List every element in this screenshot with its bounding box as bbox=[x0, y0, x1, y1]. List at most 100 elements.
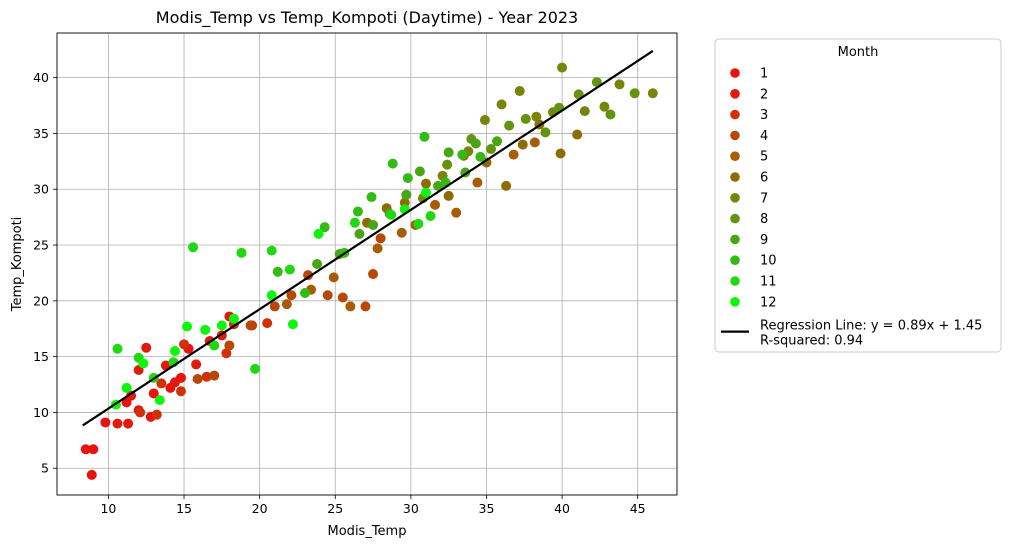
data-point-month-2 bbox=[112, 418, 123, 429]
data-point-month-6 bbox=[555, 148, 566, 159]
legend-marker-month-2 bbox=[730, 89, 740, 99]
data-point-month-4 bbox=[368, 269, 379, 280]
data-point-month-7 bbox=[579, 106, 590, 117]
data-point-month-11 bbox=[250, 363, 261, 374]
data-point-month-8 bbox=[540, 127, 551, 138]
data-point-month-4 bbox=[224, 340, 235, 351]
data-point-month-10 bbox=[272, 266, 283, 277]
legend-regression-label: Regression Line: y = 0.89x + 1.45 bbox=[760, 319, 982, 334]
x-tick-label: 20 bbox=[252, 501, 268, 516]
x-tick-label: 40 bbox=[554, 501, 570, 516]
data-point-month-3 bbox=[151, 409, 162, 420]
data-point-month-11 bbox=[284, 264, 295, 275]
data-point-month-4 bbox=[337, 292, 348, 303]
x-tick-label: 35 bbox=[479, 501, 495, 516]
data-point-month-10 bbox=[402, 173, 413, 184]
data-point-month-6 bbox=[443, 190, 454, 201]
data-point-month-7 bbox=[496, 99, 507, 110]
x-tick-label: 10 bbox=[100, 501, 116, 516]
legend-marker-month-7 bbox=[730, 193, 740, 203]
data-point-month-3 bbox=[179, 339, 190, 350]
data-point-month-2 bbox=[141, 342, 152, 353]
data-point-month-3 bbox=[135, 407, 146, 418]
plot-frame bbox=[56, 32, 678, 496]
data-point-month-7 bbox=[599, 101, 610, 112]
data-point-month-3 bbox=[221, 348, 232, 359]
legend-label-month-5: 5 bbox=[760, 150, 768, 165]
data-point-month-3 bbox=[201, 371, 212, 382]
legend-label-month-2: 2 bbox=[760, 87, 768, 102]
data-point-month-10 bbox=[475, 151, 486, 162]
data-point-month-7 bbox=[614, 79, 625, 90]
data-point-month-10 bbox=[457, 149, 468, 160]
data-point-month-2 bbox=[169, 377, 180, 388]
data-point-month-7 bbox=[531, 111, 542, 122]
legend-label-month-7: 7 bbox=[760, 191, 768, 206]
data-point-month-1 bbox=[100, 417, 111, 428]
data-point-month-5 bbox=[430, 199, 441, 210]
data-point-month-7 bbox=[514, 86, 525, 97]
data-point-month-4 bbox=[360, 301, 371, 312]
data-point-month-2 bbox=[123, 418, 134, 429]
data-point-month-9 bbox=[354, 228, 365, 239]
data-point-month-3 bbox=[176, 386, 186, 397]
legend-label-month-8: 8 bbox=[760, 212, 768, 227]
data-point-month-8 bbox=[605, 109, 616, 120]
legend-marker-month-5 bbox=[730, 151, 740, 161]
data-point-month-11 bbox=[425, 211, 436, 222]
data-point-month-5 bbox=[451, 207, 462, 218]
data-point-month-5 bbox=[281, 299, 292, 310]
regression-line bbox=[82, 50, 654, 427]
data-point-month-9 bbox=[470, 138, 481, 149]
data-point-month-4 bbox=[303, 270, 314, 281]
legend-label-month-10: 10 bbox=[760, 254, 777, 269]
data-point-month-12 bbox=[138, 358, 149, 369]
data-point-month-8 bbox=[629, 88, 640, 99]
data-point-month-10 bbox=[419, 131, 430, 142]
data-point-month-10 bbox=[366, 192, 377, 203]
data-point-month-8 bbox=[486, 144, 496, 155]
data-point-month-10 bbox=[387, 158, 398, 169]
data-point-month-9 bbox=[414, 166, 425, 177]
data-point-month-5 bbox=[472, 177, 483, 188]
x-tick-label: 15 bbox=[176, 501, 192, 516]
legend-title: Month bbox=[838, 45, 879, 60]
data-point-month-11 bbox=[386, 209, 397, 220]
legend-marker-month-1 bbox=[730, 68, 740, 78]
data-point-month-2 bbox=[191, 359, 202, 370]
data-point-month-10 bbox=[300, 288, 310, 299]
legend-marker-month-8 bbox=[730, 213, 740, 224]
legend-marker-month-10 bbox=[730, 255, 740, 265]
data-point-month-5 bbox=[529, 137, 540, 148]
data-point-month-6 bbox=[517, 139, 528, 150]
y-axis-title: Temp_Kompoti bbox=[10, 217, 25, 313]
axis-ticks: 10 15 20 25 30 35 40 45 5 10 15 20 25 30 35 40 bbox=[33, 70, 646, 516]
data-point-month-12 bbox=[287, 319, 298, 330]
legend-label-month-6: 6 bbox=[760, 171, 768, 186]
legend-label-month-1: 1 bbox=[760, 67, 768, 82]
data-point-month-5 bbox=[328, 272, 339, 283]
data-point-month-8 bbox=[504, 120, 515, 131]
legend-marker-month-11 bbox=[730, 276, 740, 286]
x-tick-label: 25 bbox=[327, 501, 343, 516]
y-tick-label: 35 bbox=[33, 126, 49, 141]
data-point-month-12 bbox=[216, 320, 227, 331]
y-tick-label: 10 bbox=[33, 405, 49, 420]
data-point-month-5 bbox=[508, 149, 519, 160]
x-axis-title: Modis_Temp bbox=[328, 524, 407, 539]
data-point-month-9 bbox=[401, 189, 412, 200]
data-point-month-7 bbox=[479, 115, 490, 126]
data-point-month-7 bbox=[647, 88, 658, 99]
legend-marker-month-9 bbox=[730, 234, 740, 245]
chart-title: Modis_Temp vs Temp_Kompoti (Daytime) - Y… bbox=[156, 8, 578, 28]
data-point-month-4 bbox=[322, 290, 333, 301]
legend-label-month-3: 3 bbox=[760, 108, 768, 123]
data-point-month-11 bbox=[413, 218, 424, 229]
data-point-month-12 bbox=[200, 324, 211, 335]
legend-marker-month-6 bbox=[730, 172, 740, 182]
data-point-month-11 bbox=[236, 247, 247, 258]
x-tick-label: 30 bbox=[403, 501, 419, 516]
data-point-month-1 bbox=[80, 444, 91, 455]
